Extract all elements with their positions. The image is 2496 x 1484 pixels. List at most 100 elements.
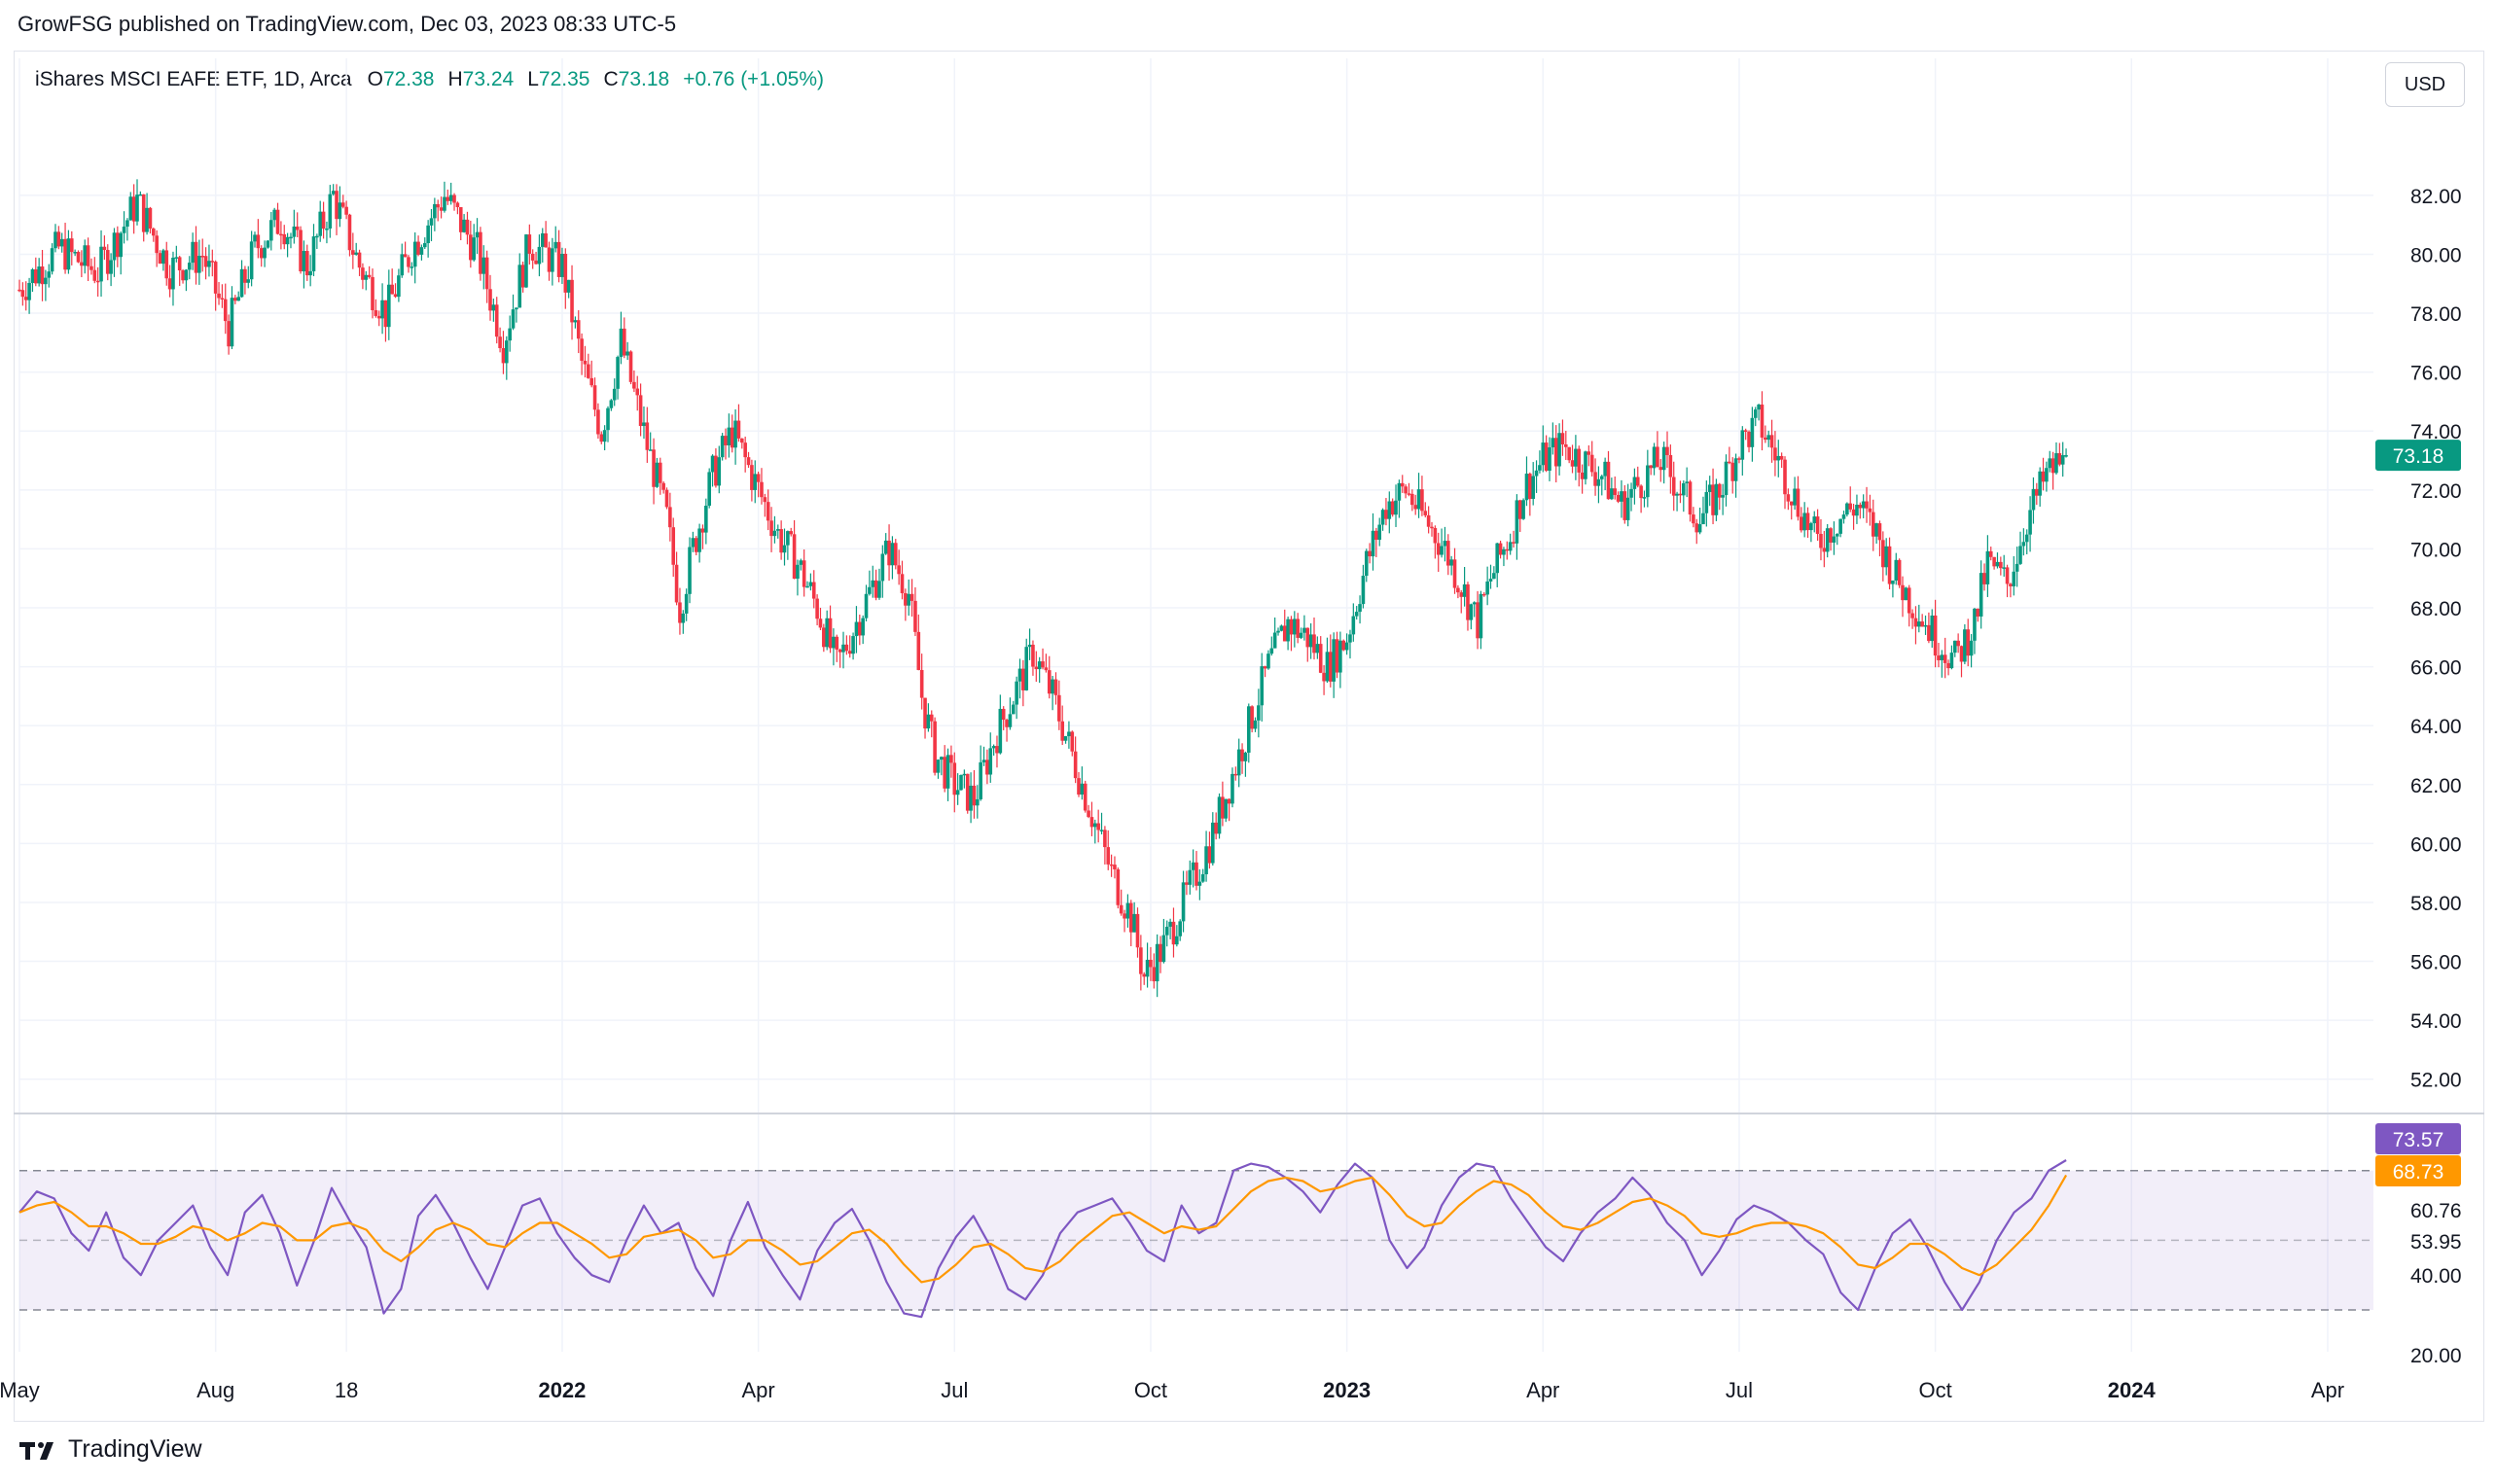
candle-body (822, 627, 826, 648)
candle-body (1077, 778, 1081, 795)
candle-body (1361, 576, 1366, 605)
footer-brand[interactable]: TradingView (68, 1435, 202, 1463)
candle-body (171, 257, 175, 290)
candle-body (655, 462, 660, 487)
candle-body (710, 455, 715, 473)
candle-body (53, 231, 57, 249)
candle-body (187, 263, 192, 270)
candle-body (246, 279, 251, 283)
candle-body (443, 196, 446, 211)
candle-body (1001, 708, 1006, 721)
candle-body (1528, 474, 1532, 499)
candle-body (2060, 455, 2065, 465)
publisher-line: GrowFSG published on TradingView.com, De… (18, 12, 677, 36)
candle-body (1436, 543, 1441, 555)
candle-body (1544, 442, 1549, 472)
time-tick-label: Apr (1526, 1378, 1559, 1402)
candle-body (969, 785, 973, 811)
candle-body (1973, 608, 1977, 641)
open-label: O (367, 68, 383, 90)
candle-body (1113, 865, 1117, 869)
candle-body (965, 773, 970, 811)
candle-body (481, 257, 486, 274)
candle-body (880, 553, 885, 582)
time-axis[interactable]: May Aug 18 2022 Apr Jul Oct 2023 Apr Jul Oct 2024 Ap… (0, 1378, 2344, 1402)
candle-body (1564, 443, 1568, 447)
candle-body (1446, 541, 1450, 566)
candle-body (1106, 847, 1111, 865)
candle-body (1874, 523, 1878, 537)
candle-body (704, 506, 708, 533)
rsi-tick-label: 40.00 (2410, 1265, 2462, 1288)
candle-body (802, 560, 806, 587)
rsi-tick-label: 60.76 (2410, 1200, 2462, 1222)
candle-body (1800, 516, 1803, 531)
candle-body (256, 234, 261, 249)
candle-body (808, 582, 813, 586)
candle-body (890, 543, 895, 566)
candle-body (1449, 559, 1453, 566)
time-tick-label: 2023 (1323, 1378, 1371, 1402)
candle-body (760, 481, 764, 498)
candle-body (200, 256, 205, 258)
candle-body (1479, 593, 1483, 639)
candle-body (1897, 559, 1902, 585)
candle-body (164, 250, 169, 279)
candle-body (1750, 417, 1755, 447)
candle-body (563, 253, 568, 293)
candle-body (1642, 497, 1647, 499)
candle-body (18, 289, 21, 292)
candle-body (1959, 646, 1964, 662)
candle-body (344, 206, 348, 215)
candle-body (573, 320, 578, 323)
candle-body (472, 237, 476, 261)
candle-body (236, 297, 240, 301)
symbol-name[interactable]: iShares MSCI EAFE ETF, 1D, Arca (35, 68, 352, 90)
candle-body (1227, 798, 1231, 804)
candle-body (1982, 573, 1986, 584)
candle-body (929, 714, 934, 722)
candle-body (1701, 512, 1705, 525)
time-tick-label: Aug (196, 1378, 234, 1402)
candle-body (230, 298, 234, 347)
candle-body (694, 538, 698, 552)
candle-body (707, 472, 711, 507)
candle-body (1289, 618, 1294, 635)
candle-body (1894, 559, 1899, 581)
candle-body (825, 618, 829, 648)
candle-body (1740, 430, 1745, 460)
candle-body (1159, 943, 1162, 963)
candle-body (2015, 563, 2019, 572)
candle-body (1368, 550, 1372, 557)
candle-body (1168, 921, 1172, 927)
candle-body (1096, 823, 1100, 830)
candle-body (864, 593, 869, 618)
last-price-tag-text: 73.18 (2393, 445, 2444, 468)
candle-body (1400, 482, 1405, 487)
candle-body (1269, 648, 1274, 654)
candle-body (1469, 604, 1474, 620)
candle-body (223, 299, 228, 322)
candle-body (484, 257, 489, 290)
candle-body (1230, 773, 1234, 804)
candle-body (1083, 783, 1088, 811)
rsi-ma-last-tag-text: 68.73 (2393, 1161, 2444, 1184)
candle-body (1737, 458, 1741, 460)
candle-body (2028, 510, 2032, 535)
candle-body (403, 254, 408, 258)
candle-body (844, 644, 849, 652)
price-axis[interactable]: 82.00 80.00 78.00 76.00 74.00 72.00 70.00 68.00… (2375, 186, 2462, 1367)
currency-button[interactable]: USD (2385, 62, 2465, 107)
candle-body (1553, 438, 1558, 467)
candle-body (439, 207, 444, 211)
close-value: 73.18 (618, 68, 670, 90)
candle-body (1551, 438, 1555, 448)
candle-body (1344, 642, 1349, 651)
candle-body (714, 455, 718, 486)
candle-body (1329, 652, 1333, 682)
candle-body (893, 543, 898, 566)
candle-body (1927, 624, 1931, 642)
candle-body (717, 457, 722, 486)
candle-body (1517, 500, 1522, 519)
